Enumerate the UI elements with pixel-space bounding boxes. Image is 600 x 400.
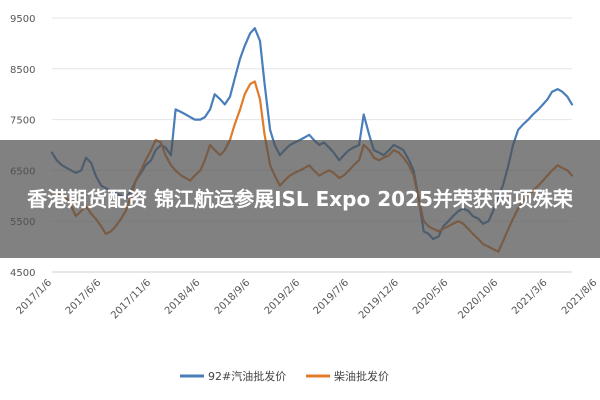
legend: 92#汽油批发价 柴油批发价 (180, 369, 389, 383)
legend-label-gasoline: 92#汽油批发价 (208, 369, 286, 383)
y-tick-label: 8500 (10, 65, 35, 76)
x-tick-label: 2020/10/6 (456, 277, 500, 321)
x-tick-label: 2020/5/6 (411, 277, 451, 317)
x-tick-label: 2021/3/6 (510, 277, 550, 317)
overlay-title: 香港期货配资 锦江航运参展ISL Expo 2025并荣获两项殊荣 (27, 187, 573, 211)
x-tick-label: 2019/7/6 (312, 277, 352, 317)
x-axis-ticks: 2017/1/6 2017/6/6 2017/11/6 2018/4/6 2018/9/… (15, 277, 600, 321)
overlay-banner: 香港期货配资 锦江航运参展ISL Expo 2025并荣获两项殊荣 (0, 140, 600, 258)
x-tick-label: 2019/2/6 (263, 277, 303, 317)
x-tick-label: 2018/9/6 (213, 277, 253, 317)
x-tick-label: 2018/4/6 (163, 277, 203, 317)
y-tick-label: 9500 (10, 14, 35, 25)
legend-item-gasoline: 92#汽油批发价 (180, 369, 286, 383)
legend-label-diesel: 柴油批发价 (334, 369, 389, 383)
x-tick-label: 2021/8/6 (560, 277, 600, 317)
x-tick-label: 2017/6/6 (64, 277, 104, 317)
x-tick-label: 2017/11/6 (109, 277, 153, 321)
x-tick-label: 2019/12/6 (357, 277, 401, 321)
y-tick-label: 7500 (10, 116, 35, 127)
y-tick-label: 4500 (10, 268, 35, 279)
x-tick-label: 2017/1/6 (15, 277, 55, 317)
legend-item-diesel: 柴油批发价 (306, 369, 389, 383)
